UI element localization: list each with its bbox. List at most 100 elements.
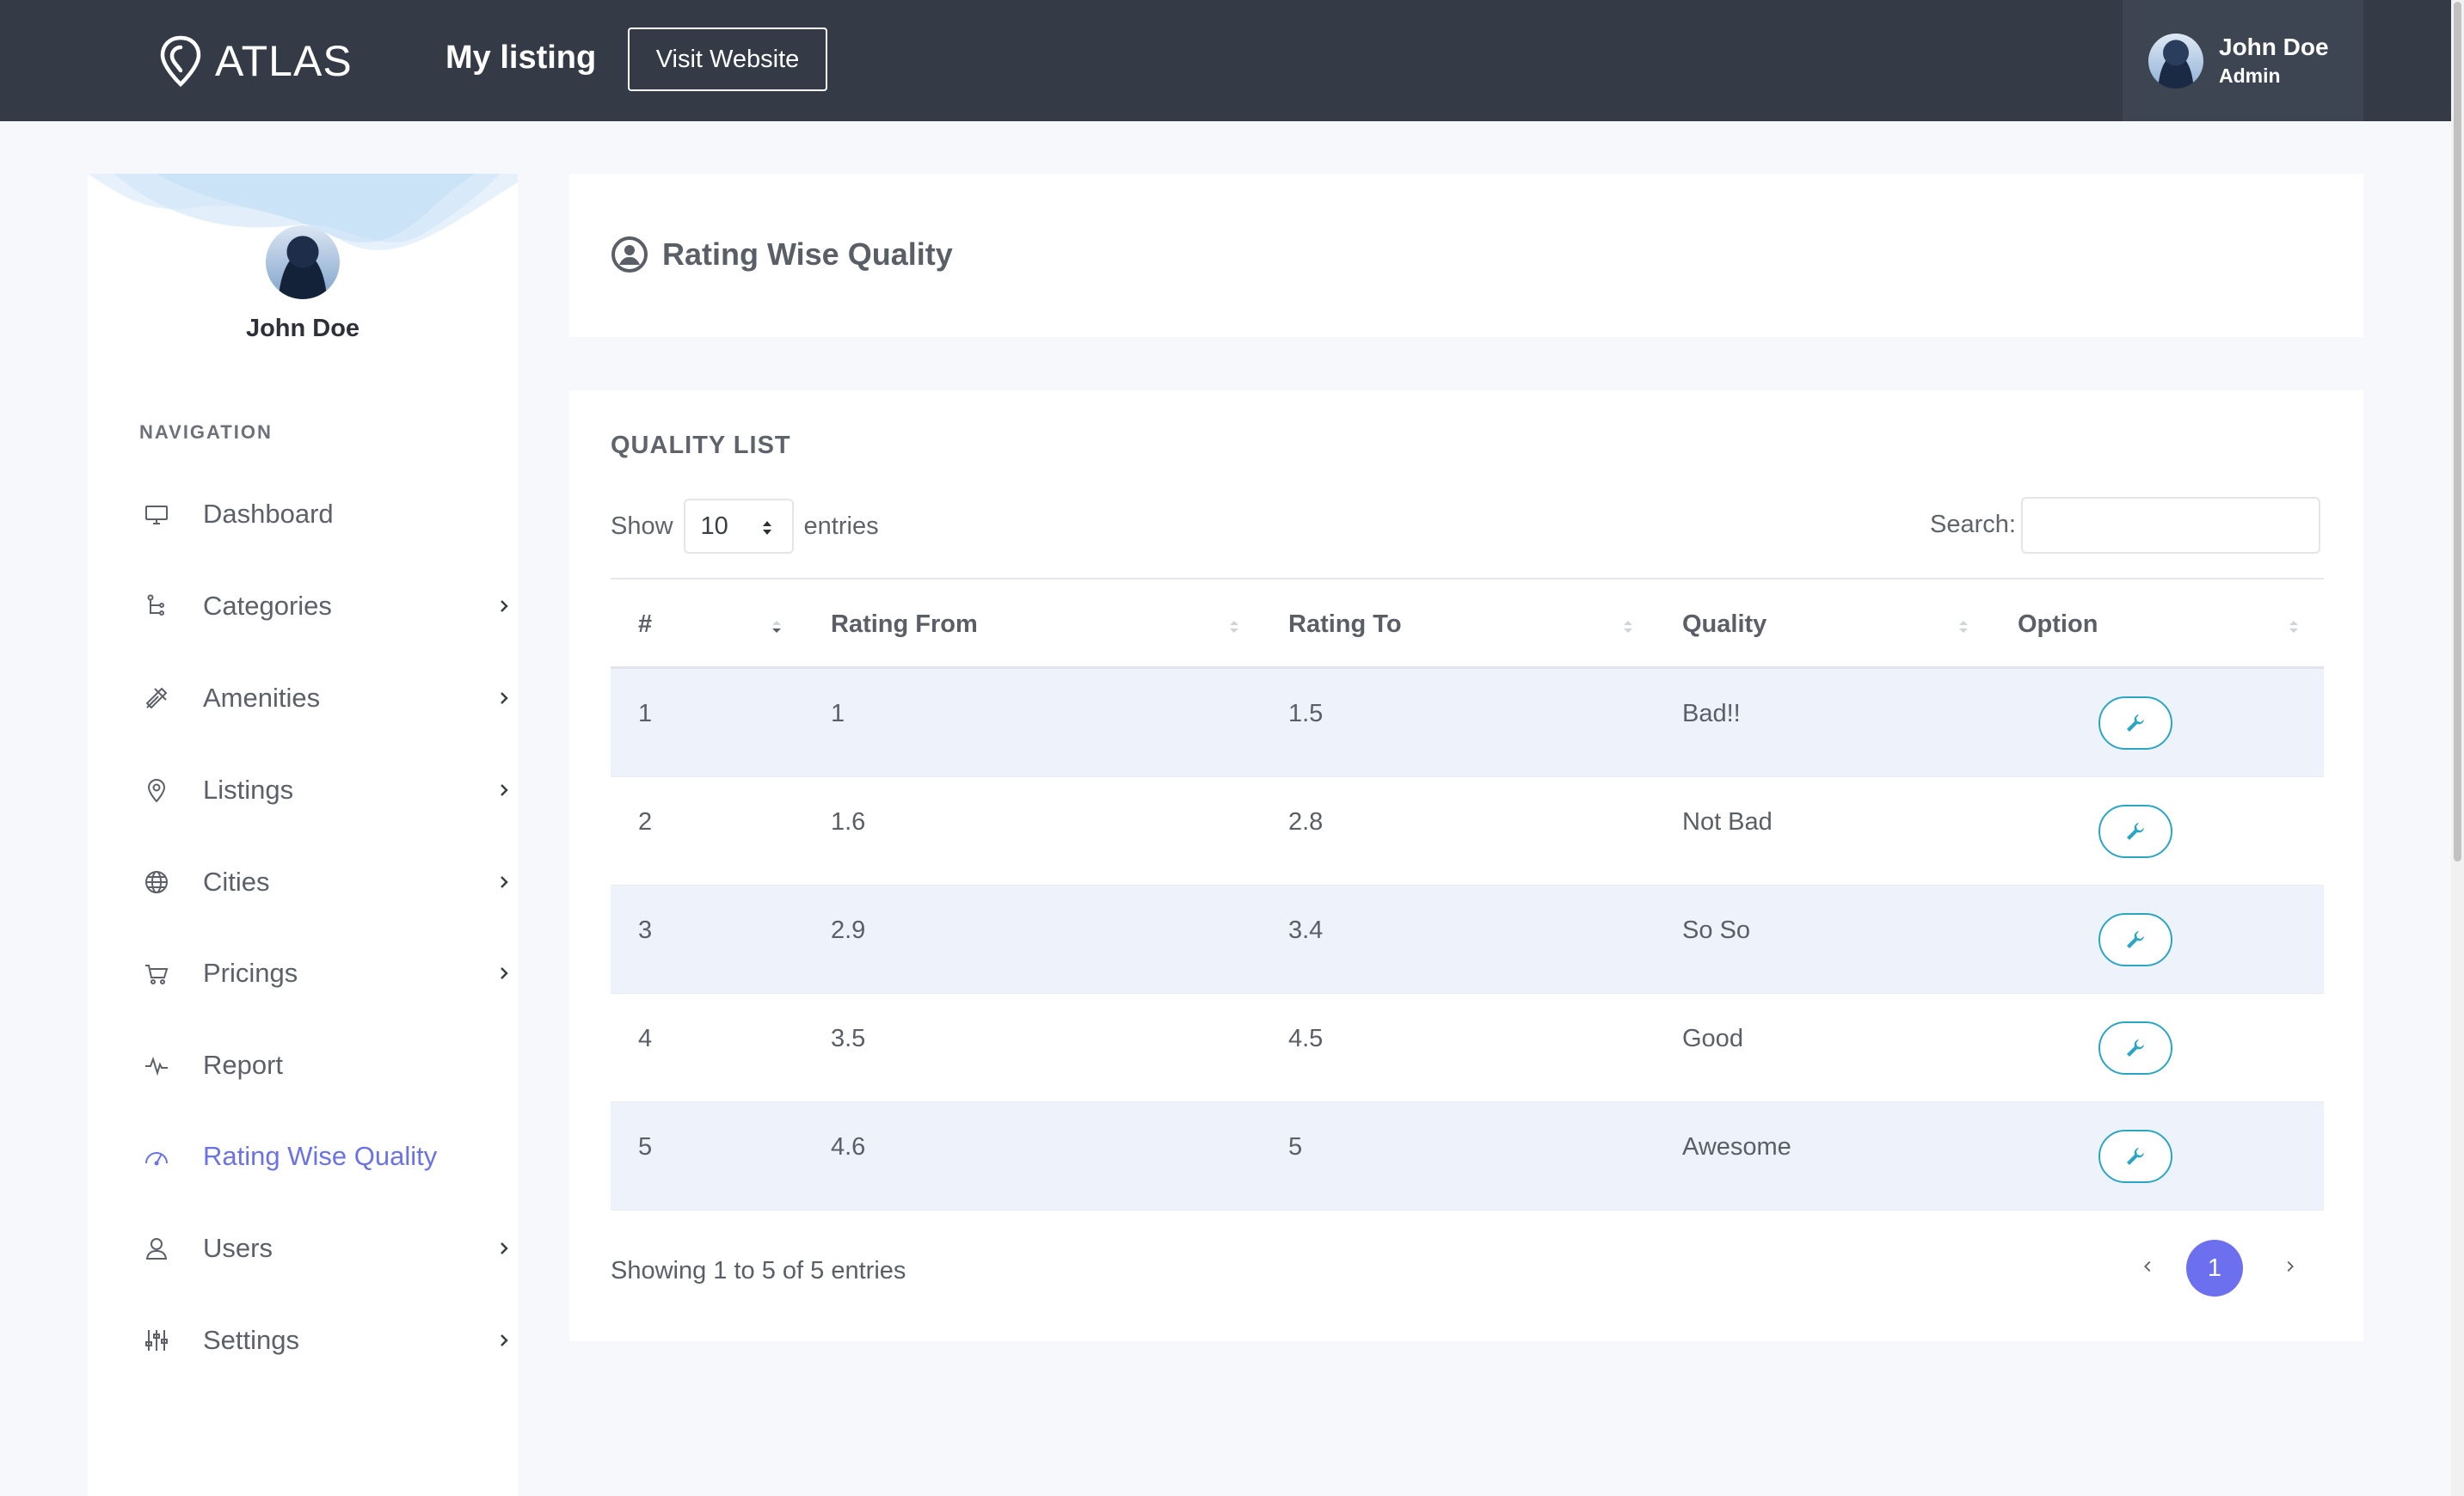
column-header-rating-from[interactable]: Rating From: [831, 610, 978, 638]
cart-icon: [139, 956, 174, 990]
cell-number: 2: [638, 808, 653, 836]
scrollbar-thumb[interactable]: [2454, 2, 2461, 861]
sidebar-item-label: Report: [203, 1050, 284, 1080]
cell-rating-to: 5: [1288, 1133, 1303, 1161]
sidebar-item-dashboard[interactable]: Dashboard: [139, 488, 518, 540]
sidebar-item-label: Users: [203, 1233, 273, 1263]
edit-option-button[interactable]: [2098, 913, 2172, 966]
cell-rating-from: 2.9: [831, 917, 866, 944]
cell-rating-to: 3.4: [1288, 917, 1324, 944]
hierarchy-icon: [139, 589, 174, 623]
brand-logo[interactable]: ATLAS: [158, 34, 353, 88]
select-arrows-icon: [762, 521, 771, 535]
column-header-quality[interactable]: Quality: [1682, 610, 1767, 638]
edit-option-button[interactable]: [2098, 696, 2172, 750]
sidebar-item-label: Pricings: [203, 958, 298, 988]
chevron-right-icon: [501, 600, 508, 612]
sort-icon[interactable]: [1957, 617, 1969, 636]
cell-rating-from: 3.5: [831, 1025, 866, 1052]
search-label: Search:: [1930, 511, 2016, 538]
column-header-option[interactable]: Option: [2018, 610, 2098, 638]
gauge-icon: [139, 1139, 174, 1174]
monitor-icon: [139, 497, 174, 531]
sidebar: John Doe NAVIGATION Dashboard Categories…: [88, 174, 518, 1496]
cell-number: 4: [638, 1025, 653, 1052]
sliders-icon: [139, 1323, 174, 1358]
page-1-button[interactable]: 1: [2186, 1240, 2243, 1297]
quality-list-card: QUALITY LIST Show 10 entries Search: # R…: [569, 390, 2363, 1341]
user-icon: [139, 1231, 174, 1266]
cell-number: 1: [638, 700, 653, 727]
wrench-icon: [2127, 714, 2144, 732]
sidebar-item-label: Cities: [203, 867, 270, 897]
cell-rating-to: 4.5: [1288, 1025, 1324, 1052]
next-page-button[interactable]: [2277, 1254, 2303, 1279]
wrench-icon: [2127, 1039, 2144, 1057]
map-pin-icon: [139, 773, 174, 807]
page-size-select[interactable]: 10: [683, 499, 794, 554]
table-row: 3 2.9 3.4 So So: [611, 886, 2324, 994]
sort-icon[interactable]: [1622, 617, 1634, 636]
column-header-number[interactable]: #: [638, 610, 653, 638]
table-row: 4 3.5 4.5 Good: [611, 994, 2324, 1102]
table-row: 5 4.6 5 Awesome: [611, 1102, 2324, 1211]
chevron-right-icon: [501, 1242, 508, 1254]
navigation-label: NAVIGATION: [139, 421, 273, 443]
cell-quality: Good: [1682, 1025, 1743, 1052]
cell-rating-to: 1.5: [1288, 700, 1324, 727]
location-pin-logo-icon: [160, 35, 201, 88]
tools-icon: [139, 681, 174, 715]
sidebar-item-categories[interactable]: Categories: [139, 580, 518, 632]
cell-rating-from: 4.6: [831, 1133, 866, 1161]
brand-name: ATLAS: [215, 37, 353, 85]
wrench-icon: [2127, 931, 2144, 948]
sidebar-item-pricings[interactable]: Pricings: [139, 947, 518, 999]
sidebar-item-cities[interactable]: Cities: [139, 856, 518, 908]
column-header-rating-to[interactable]: Rating To: [1288, 610, 1402, 638]
page-size-value: 10: [700, 512, 728, 540]
previous-page-button[interactable]: [2135, 1254, 2160, 1279]
sidebar-item-label: Amenities: [203, 683, 321, 713]
cell-quality: Awesome: [1682, 1133, 1791, 1161]
pulse-icon: [139, 1048, 174, 1082]
sort-icon[interactable]: [2288, 617, 2300, 636]
show-label: Show: [611, 512, 673, 540]
table-info: Showing 1 to 5 of 5 entries: [611, 1257, 906, 1284]
sidebar-item-listings[interactable]: Listings: [139, 764, 518, 816]
sort-desc-icon[interactable]: [771, 617, 783, 636]
wrench-icon: [2127, 823, 2144, 840]
user-name: John Doe: [2219, 34, 2329, 60]
sort-icon[interactable]: [1228, 617, 1240, 636]
sidebar-item-users[interactable]: Users: [139, 1223, 518, 1274]
cell-rating-to: 2.8: [1288, 808, 1324, 836]
quality-table: # Rating From Rating To Quality Option 1…: [611, 578, 2324, 1211]
table-row: 1 1 1.5 Bad!!: [611, 669, 2324, 777]
page-title: Rating Wise Quality: [662, 236, 953, 272]
user-circle-icon: [611, 236, 648, 273]
user-menu[interactable]: John Doe Admin: [2123, 0, 2363, 121]
cell-number: 3: [638, 917, 653, 944]
visit-website-button[interactable]: Visit Website: [628, 28, 827, 91]
decorative-wave: [88, 174, 518, 251]
sidebar-item-report[interactable]: Report: [139, 1039, 518, 1091]
table-header: # Rating From Rating To Quality Option: [611, 578, 2324, 669]
avatar: [2148, 33, 2203, 89]
edit-option-button[interactable]: [2098, 1130, 2172, 1183]
chevron-right-icon: [501, 692, 508, 704]
cell-quality: Not Bad: [1682, 808, 1773, 836]
cell-quality: Bad!!: [1682, 700, 1741, 727]
sidebar-item-amenities[interactable]: Amenities: [139, 672, 518, 724]
entries-label: entries: [803, 512, 879, 540]
profile-avatar[interactable]: [266, 225, 340, 299]
edit-option-button[interactable]: [2098, 805, 2172, 858]
sidebar-item-settings[interactable]: Settings: [139, 1315, 518, 1366]
cell-number: 5: [638, 1133, 653, 1161]
edit-option-button[interactable]: [2098, 1021, 2172, 1075]
sidebar-item-label: Rating Wise Quality: [203, 1141, 438, 1171]
section-title: QUALITY LIST: [611, 432, 791, 459]
chevron-right-icon: [501, 967, 508, 979]
cell-rating-from: 1.6: [831, 808, 866, 836]
chevron-right-icon: [2287, 1260, 2294, 1272]
sidebar-item-rating-wise-quality[interactable]: Rating Wise Quality: [139, 1131, 518, 1182]
search-input[interactable]: [2021, 497, 2320, 554]
